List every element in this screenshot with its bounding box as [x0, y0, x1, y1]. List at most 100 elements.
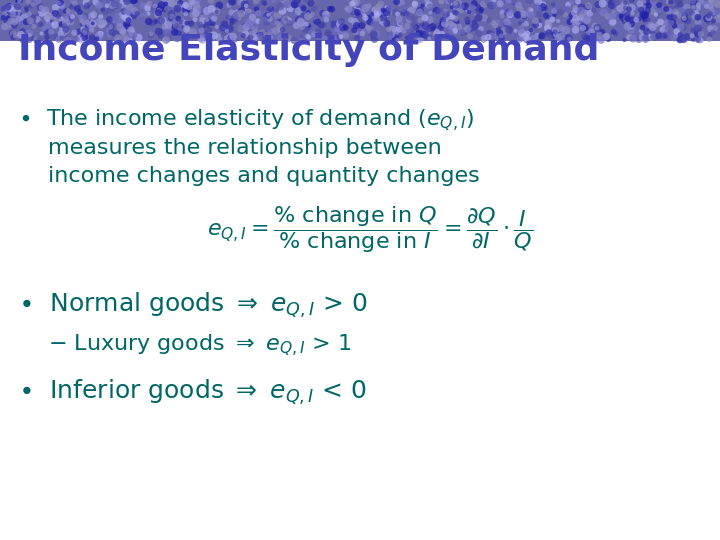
Point — [361, 14, 372, 23]
Point — [450, 18, 462, 26]
Point — [624, 5, 635, 14]
Point — [219, 31, 230, 39]
Point — [349, 9, 361, 18]
Point — [432, 28, 444, 36]
Point — [592, 23, 603, 32]
Point — [393, 20, 405, 29]
Point — [632, 2, 644, 10]
Point — [573, 15, 585, 24]
Point — [528, 34, 539, 43]
Point — [251, 24, 262, 32]
Point — [330, 25, 342, 33]
Point — [42, 18, 54, 26]
Point — [692, 35, 703, 44]
Point — [469, 3, 480, 12]
Point — [240, 7, 251, 16]
Point — [56, 20, 68, 29]
Point — [596, 28, 608, 37]
Point — [32, 36, 43, 45]
Point — [163, 21, 174, 29]
Point — [317, 9, 328, 18]
Point — [15, 16, 27, 25]
Point — [657, 31, 669, 39]
Point — [166, 12, 178, 21]
Point — [671, 0, 683, 5]
Point — [450, 10, 462, 18]
Point — [501, 18, 513, 26]
Point — [509, 0, 521, 7]
Point — [436, 30, 447, 39]
Point — [645, 21, 657, 30]
Point — [66, 3, 77, 11]
Point — [431, 26, 443, 35]
Point — [582, 5, 594, 14]
Point — [473, 14, 485, 22]
Point — [168, 1, 180, 9]
Point — [303, 33, 315, 42]
Point — [289, 1, 300, 9]
Point — [516, 29, 528, 37]
Point — [553, 32, 564, 40]
Point — [639, 0, 650, 5]
Point — [154, 5, 166, 14]
Point — [395, 17, 407, 26]
Point — [17, 27, 28, 36]
Point — [523, 0, 535, 5]
Point — [521, 35, 533, 44]
Point — [302, 12, 314, 21]
Point — [676, 5, 688, 14]
Point — [82, 1, 94, 10]
Point — [208, 14, 220, 23]
Point — [120, 8, 132, 16]
Point — [41, 28, 53, 36]
Point — [36, 29, 48, 38]
Point — [567, 11, 578, 20]
Point — [610, 29, 621, 37]
Point — [626, 0, 637, 5]
Point — [606, 2, 617, 10]
Point — [401, 10, 413, 18]
Point — [323, 29, 334, 38]
Point — [372, 9, 384, 17]
Point — [437, 20, 449, 29]
Point — [254, 32, 266, 40]
Point — [593, 30, 605, 38]
Point — [0, 14, 9, 22]
Point — [325, 35, 336, 43]
Point — [189, 15, 201, 24]
Point — [228, 12, 240, 21]
Point — [55, 33, 67, 42]
Point — [224, 32, 235, 41]
Point — [246, 3, 257, 11]
Point — [478, 33, 490, 42]
Point — [643, 1, 654, 10]
Point — [492, 18, 503, 27]
Point — [395, 0, 407, 7]
Point — [119, 13, 130, 22]
Point — [473, 29, 485, 38]
Point — [246, 23, 258, 31]
Point — [94, 30, 106, 38]
Point — [593, 1, 604, 9]
Point — [420, 22, 431, 31]
Point — [40, 6, 51, 15]
Point — [688, 36, 699, 44]
Point — [415, 35, 426, 44]
Point — [434, 31, 446, 39]
Point — [122, 36, 133, 44]
Point — [199, 6, 211, 15]
Point — [618, 36, 630, 44]
Point — [671, 2, 683, 11]
Point — [310, 16, 322, 25]
Point — [159, 23, 171, 31]
Point — [12, 8, 23, 16]
Point — [673, 11, 685, 20]
Point — [587, 28, 598, 36]
Point — [450, 15, 462, 24]
Point — [458, 28, 469, 37]
Text: $\bullet$  Normal goods $\Rightarrow$ $e_{Q,I}$ > 0: $\bullet$ Normal goods $\Rightarrow$ $e_… — [18, 291, 367, 320]
Point — [264, 5, 276, 14]
Point — [36, 4, 48, 12]
Point — [578, 8, 590, 17]
Point — [705, 0, 716, 5]
